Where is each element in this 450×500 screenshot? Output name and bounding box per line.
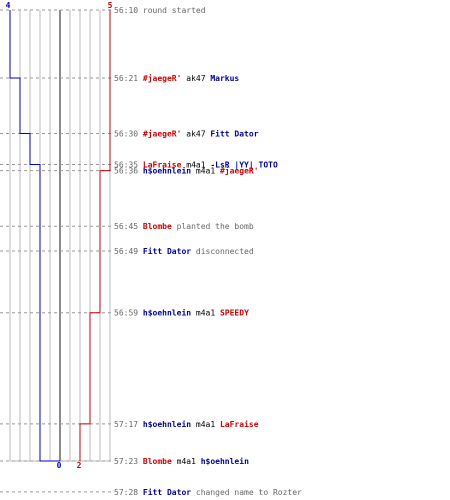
team-b-start-count: 5: [108, 1, 113, 10]
event-row: 56:21 #jaegeR' ak47 Markus: [114, 73, 239, 83]
event-text: m4a1: [181, 160, 210, 169]
player-name: h$oehnlein: [143, 166, 191, 176]
team-a-start-count: 4: [6, 1, 11, 10]
event-time: 56:49: [114, 247, 143, 256]
event-time: 56:21: [114, 74, 143, 83]
event-text: ak47: [181, 130, 210, 139]
event-text: round started: [143, 6, 206, 15]
event-text: m4a1: [172, 457, 201, 466]
player-name: Blombe: [143, 457, 172, 466]
event-row: 56:36 h$oehnlein m4a1 #jaegeR': [114, 166, 259, 176]
event-text: m4a1: [191, 167, 220, 176]
event-guide-lines: [0, 9, 112, 493]
event-text: ak47: [181, 74, 210, 83]
event-time: 56:10: [114, 6, 143, 15]
alive-scores: 4 5 0 2: [6, 1, 113, 470]
event-row: 57:17 h$oehnlein m4a1 LaFraise: [114, 419, 259, 429]
event-time: 57:28: [114, 488, 143, 497]
player-name: #jaegeR': [143, 129, 182, 139]
player-name: #jaegeR': [143, 73, 182, 83]
event-time: 56:45: [114, 222, 143, 231]
event-text: m4a1: [191, 420, 220, 429]
event-row: 56:49 Fitt Dator disconnected: [114, 246, 254, 256]
alive-lines: [9, 10, 111, 462]
player-name: Markus: [210, 74, 239, 83]
team-b-end-count: 2: [77, 461, 82, 470]
player-name: Fitt Dator: [143, 246, 191, 256]
event-text: m4a1: [191, 309, 220, 318]
event-text: changed name to Rozter: [191, 488, 302, 497]
event-text: planted the bomb: [172, 222, 254, 231]
player-name: h$oehnlein: [201, 456, 249, 466]
player-name: h$oehnlein: [143, 308, 191, 318]
event-time: 57:17: [114, 420, 143, 429]
player-name: Blombe: [143, 222, 172, 231]
player-name: LaFraise: [143, 159, 182, 169]
event-time: 56:36: [114, 167, 143, 176]
event-row: 56:35 LaFraise m4a1 -LsR |YY| TOTO: [114, 159, 278, 169]
event-row: 56:45 Blombe planted the bomb: [114, 222, 254, 231]
event-time: 56:35: [114, 160, 143, 169]
event-time: 57:23: [114, 457, 143, 466]
team-a-alive-line: [9, 10, 60, 462]
event-time: 56:30: [114, 130, 143, 139]
player-name: LaFraise: [220, 419, 259, 429]
player-name: h$oehnlein: [143, 419, 191, 429]
event-row: 57:28 Fitt Dator changed name to Rozter: [114, 487, 302, 497]
player-name: SPEEDY: [220, 309, 249, 318]
event-row: 56:59 h$oehnlein m4a1 SPEEDY: [114, 308, 249, 318]
player-name: Fitt Dator: [143, 487, 191, 497]
event-row: 56:30 #jaegeR' ak47 Fitt Dator: [114, 129, 259, 139]
player-name: Fitt Dator: [210, 129, 258, 139]
player-name: #jaegeR': [220, 166, 259, 176]
event-list: 56:10 round started 56:21 #jaegeR' ak47 M…: [114, 6, 302, 497]
event-text: disconnected: [191, 247, 254, 256]
event-time: 56:59: [114, 309, 143, 318]
player-name: -LsR |YY| TOTO: [210, 160, 278, 169]
event-row: 57:23 Blombe m4a1 h$oehnlein: [114, 456, 249, 466]
team-a-end-count: 0: [57, 461, 62, 470]
team-b-alive-line: [79, 10, 111, 461]
event-row: 56:10 round started: [114, 6, 206, 15]
